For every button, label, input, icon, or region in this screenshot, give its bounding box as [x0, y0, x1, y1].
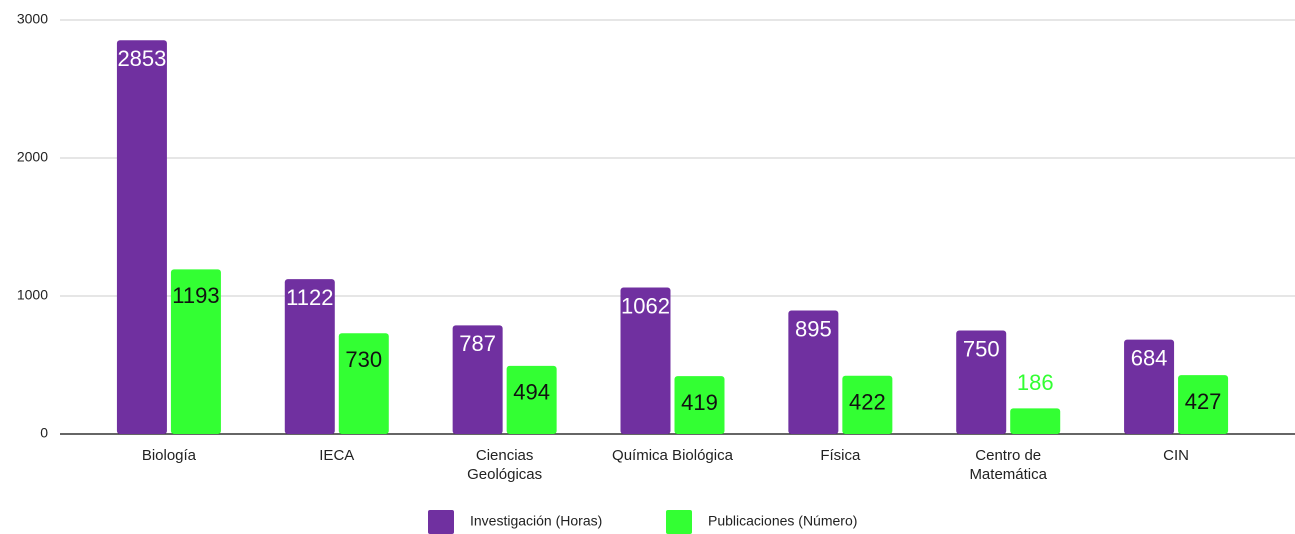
y-tick-label: 1000	[17, 287, 48, 303]
bar	[956, 330, 1007, 434]
data-label: 684	[1131, 345, 1168, 370]
x-tick-label: Centro de Matemática	[969, 447, 1047, 483]
data-label: 419	[681, 390, 718, 415]
bar	[842, 375, 893, 434]
data-label: 1122	[286, 285, 333, 310]
data-label: 186	[1017, 370, 1054, 395]
legend-swatch	[666, 510, 692, 534]
data-label: 787	[459, 331, 496, 356]
bar	[788, 310, 839, 434]
bar	[506, 365, 557, 434]
bar	[674, 376, 725, 434]
data-label: 494	[513, 380, 550, 405]
data-label: 895	[795, 316, 832, 341]
x-tick-label: Ciencias Geológicas	[467, 447, 543, 483]
x-tick-label: Química Biológica	[612, 447, 733, 464]
legend-label: Investigación (Horas)	[470, 513, 602, 529]
x-tick-label: Física	[820, 447, 861, 464]
data-label: 422	[849, 390, 886, 415]
x-tick-label: Biología	[141, 447, 197, 464]
legend-swatch	[428, 510, 454, 534]
y-tick-label: 2000	[17, 149, 48, 165]
bar	[620, 287, 671, 434]
bar	[1124, 339, 1175, 434]
bar	[284, 279, 335, 434]
x-tick-label: IECA	[319, 447, 355, 464]
data-label: 1193	[172, 283, 219, 308]
x-tick-label: CIN	[1163, 447, 1189, 464]
bar	[170, 269, 221, 434]
bar	[338, 333, 389, 434]
y-tick-label: 0	[40, 425, 48, 441]
data-label: 730	[345, 347, 382, 372]
bar	[452, 325, 503, 434]
data-label: 1062	[621, 293, 670, 318]
data-label: 2853	[117, 46, 166, 71]
bar	[1010, 408, 1061, 434]
legend-label: Publicaciones (Número)	[708, 513, 857, 529]
bar	[116, 40, 167, 434]
y-tick-label: 3000	[17, 11, 48, 27]
bar	[1178, 375, 1229, 434]
data-label: 750	[963, 336, 1000, 361]
data-label: 427	[1185, 389, 1222, 414]
